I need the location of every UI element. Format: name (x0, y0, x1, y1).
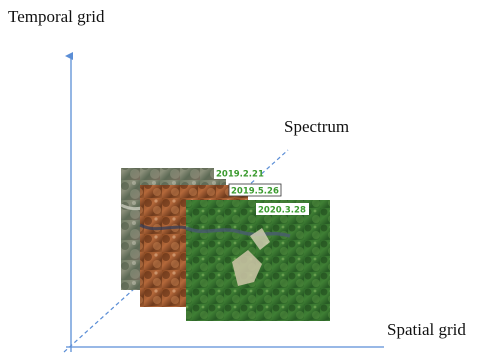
spatial-axis-label: Spatial grid (387, 320, 466, 339)
date-label-1-text: 2019.2.21 (216, 170, 264, 180)
temporal-axis-label: Temporal grid (8, 7, 105, 26)
date-label-2: 2019.5.26 (228, 183, 282, 197)
date-label-3-text: 2020.3.28 (258, 206, 306, 216)
date-label-3: 2020.3.28 (256, 203, 309, 216)
spectrum-axis-label: Spectrum (284, 117, 350, 136)
date-label-1: 2019.2.21 (214, 167, 264, 180)
image-layer-3 (185, 200, 330, 321)
date-label-2-text: 2019.5.26 (231, 187, 279, 197)
